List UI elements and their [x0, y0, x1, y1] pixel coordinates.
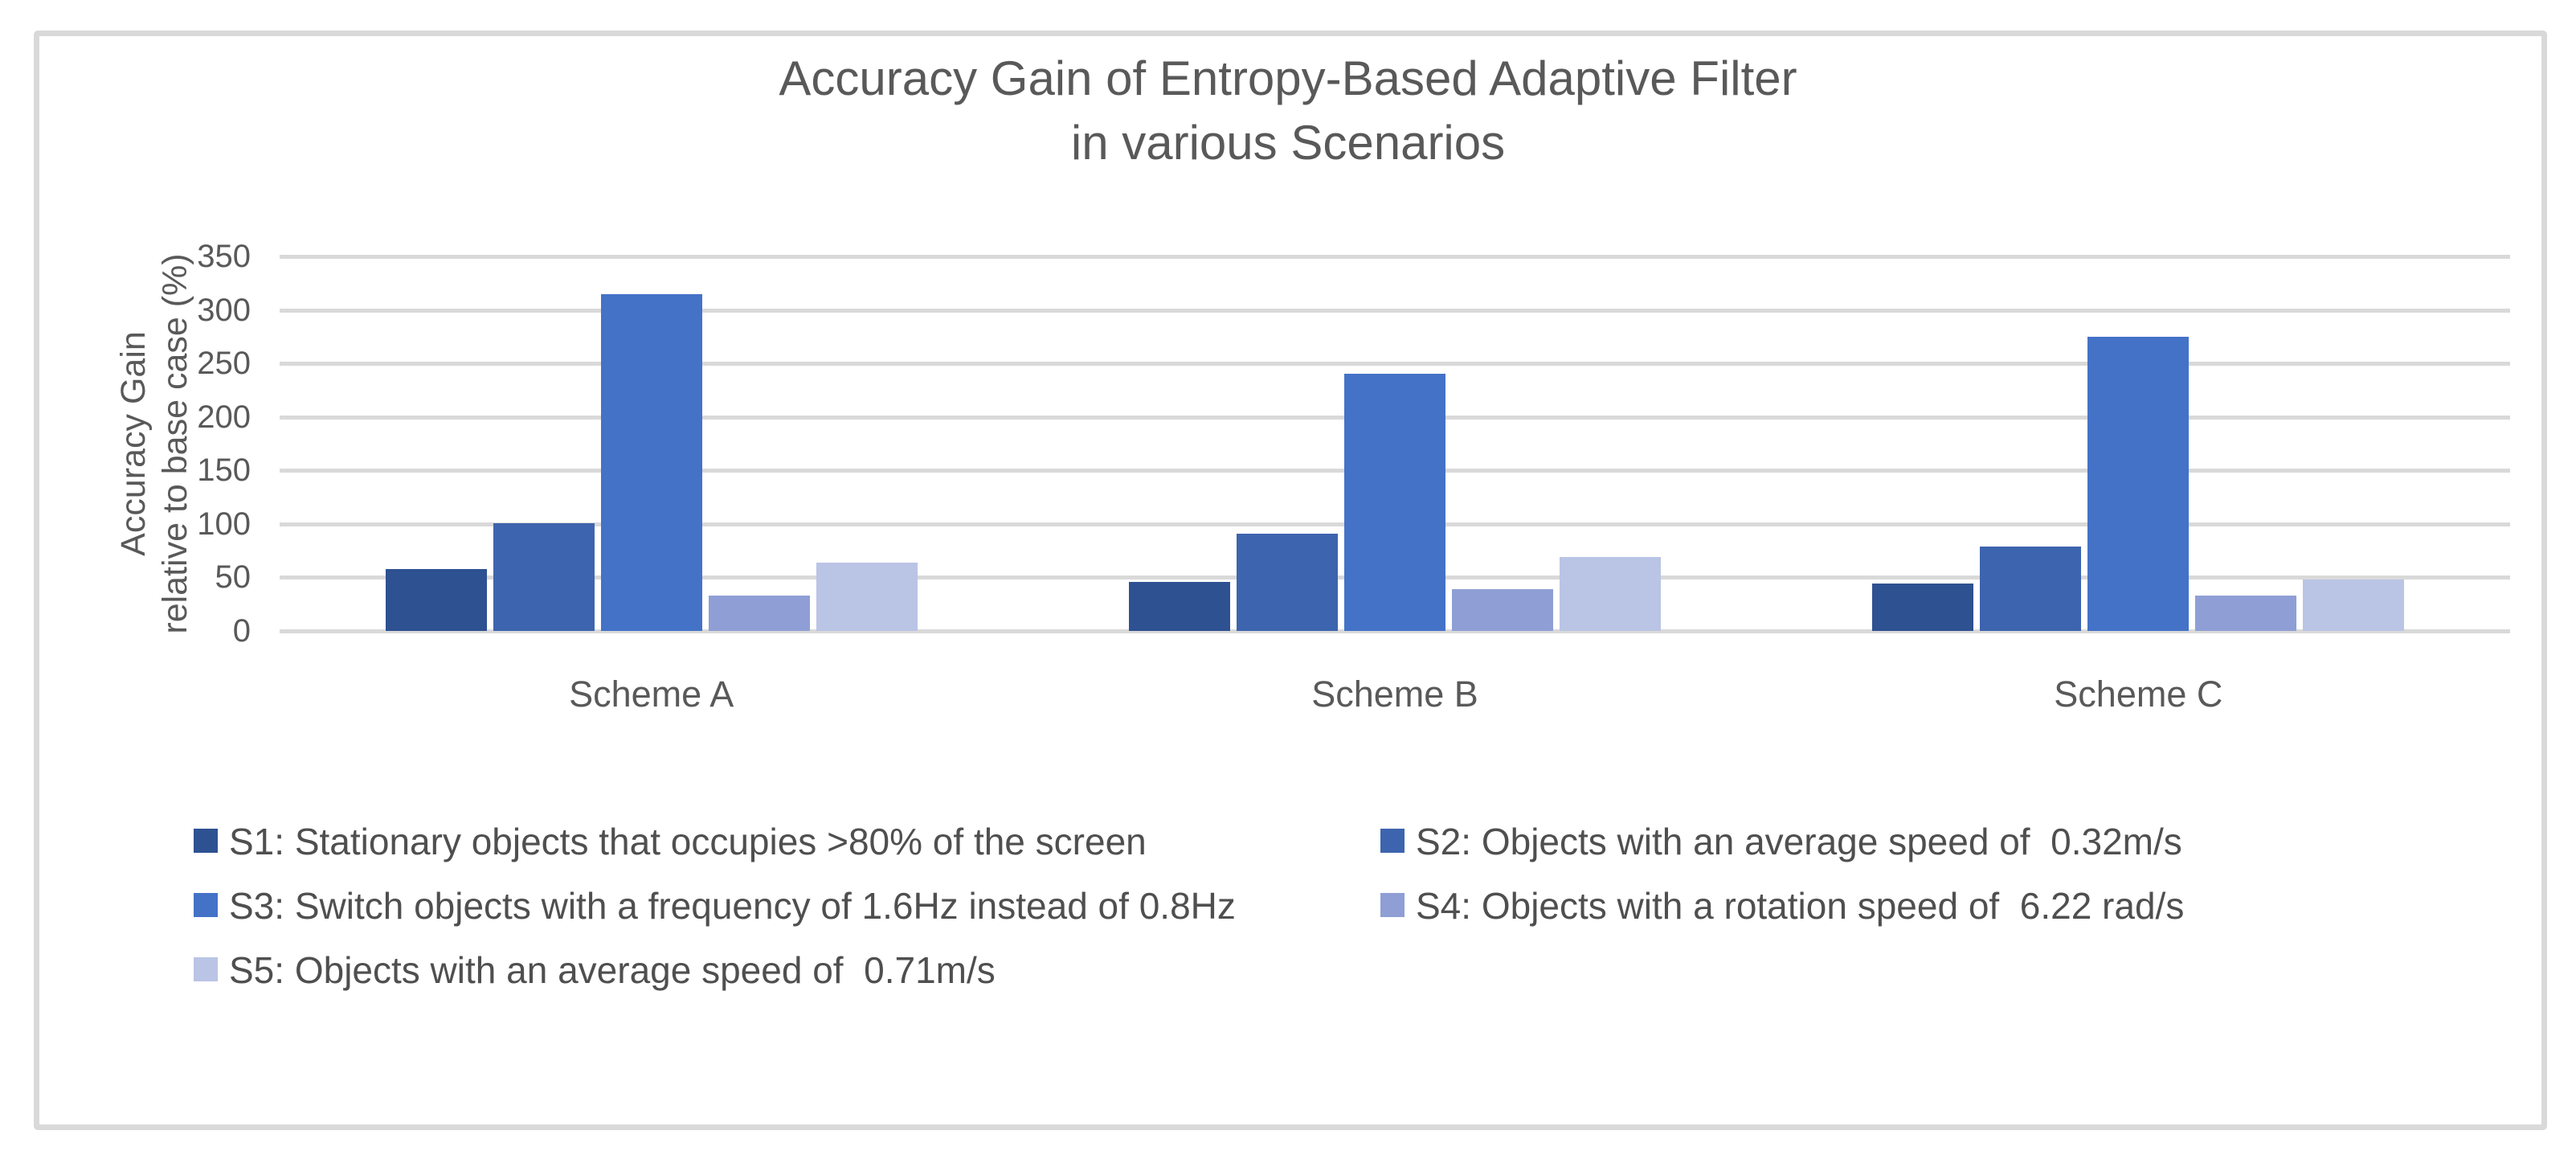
y-tick-label-200: 200 — [197, 399, 251, 435]
legend-item-s1: S1: Stationary objects that occupies >80… — [194, 820, 1380, 863]
legend-label-s5: S5: Objects with an average speed of 0.7… — [229, 949, 996, 991]
bar-scheme-b-s5 — [1560, 557, 1661, 631]
bar-scheme-c-s4 — [2195, 596, 2297, 631]
y-tick-label-300: 300 — [197, 292, 251, 328]
legend-item-s4: S4: Objects with a rotation speed of 6.2… — [1380, 884, 2411, 928]
bar-scheme-c-s5 — [2303, 580, 2405, 631]
legend-swatch-s1-icon — [194, 829, 218, 853]
y-axis-title-line-2: relative to base case (%) — [156, 253, 194, 634]
gridline-0 — [280, 629, 2510, 633]
chart-title: Accuracy Gain of Entropy-Based Adaptive … — [0, 47, 2576, 175]
bar-scheme-c-s1 — [1872, 584, 1974, 631]
legend-swatch-s4-icon — [1380, 893, 1405, 917]
bar-scheme-a-s3 — [600, 293, 702, 631]
bar-scheme-a-s5 — [816, 562, 918, 631]
y-tick-label-150: 150 — [197, 453, 251, 489]
legend-item-s5: S5: Objects with an average speed of 0.7… — [194, 948, 1380, 992]
bar-scheme-c-s3 — [2087, 336, 2190, 631]
y-axis-title: Accuracy Gain relative to base case (%) — [112, 138, 196, 749]
legend-label-s3: S3: Switch objects with a frequency of 1… — [229, 885, 1236, 927]
chart-title-line-2: in various Scenarios — [1070, 116, 1506, 170]
legend-swatch-s2-icon — [1380, 829, 1405, 853]
bar-scheme-c-s2 — [1980, 546, 2082, 631]
y-tick-label-350: 350 — [197, 239, 251, 274]
gridline-300 — [280, 308, 2510, 313]
y-axis-title-line-1: Accuracy Gain — [114, 331, 153, 556]
chart-title-line-1: Accuracy Gain of Entropy-Based Adaptive … — [779, 51, 1797, 105]
legend-item-s2: S2: Objects with an average speed of 0.3… — [1380, 820, 2411, 863]
legend-label-s1: S1: Stationary objects that occupies >80… — [229, 821, 1147, 862]
y-tick-label-0: 0 — [232, 613, 251, 649]
y-tick-label-250: 250 — [197, 346, 251, 382]
bar-scheme-b-s2 — [1237, 533, 1338, 631]
x-label-scheme-a: Scheme A — [569, 674, 734, 715]
bar-scheme-a-s1 — [385, 568, 487, 631]
legend-swatch-s3-icon — [194, 893, 218, 917]
bar-scheme-a-s2 — [493, 522, 595, 631]
legend-label-s2: S2: Objects with an average speed of 0.3… — [1416, 821, 2182, 862]
y-tick-label-100: 100 — [197, 506, 251, 542]
legend: S1: Stationary objects that occupies >80… — [194, 820, 2411, 992]
bar-scheme-b-s4 — [1452, 589, 1553, 631]
bar-scheme-b-s3 — [1344, 374, 1445, 631]
gridline-250 — [280, 362, 2510, 367]
legend-label-s4: S4: Objects with a rotation speed of 6.2… — [1416, 885, 2185, 927]
legend-item-s3: S3: Switch objects with a frequency of 1… — [194, 884, 1380, 928]
legend-swatch-s5-icon — [194, 957, 218, 981]
x-label-scheme-b: Scheme B — [1311, 674, 1478, 715]
x-label-scheme-c: Scheme C — [2054, 674, 2223, 715]
y-tick-label-50: 50 — [215, 559, 251, 596]
bar-scheme-b-s1 — [1129, 581, 1230, 631]
bar-scheme-a-s4 — [708, 596, 810, 631]
gridline-350 — [280, 255, 2510, 259]
